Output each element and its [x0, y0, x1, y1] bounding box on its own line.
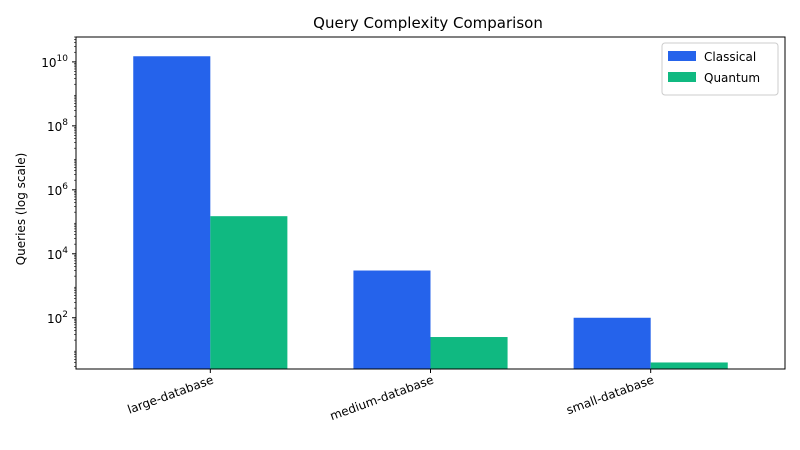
y-tick-label: 106 [47, 182, 68, 198]
legend-label-quantum: Quantum [704, 71, 760, 85]
y-axis-label: Queries (log scale) [14, 153, 28, 266]
y-tick-label: 102 [47, 310, 68, 326]
legend-swatch-classical [668, 51, 696, 61]
y-axis-ticks: 102 104 106 108 1010 [41, 36, 76, 367]
x-axis-ticks: large-database medium-database small-datab… [126, 369, 656, 423]
bar-quantum-small-database [650, 362, 728, 369]
x-tick-label: medium-database [328, 373, 435, 424]
y-tick-label: 104 [47, 246, 68, 262]
x-tick-label: large-database [126, 373, 216, 417]
bar-quantum-medium-database [430, 337, 508, 369]
x-tick-label: small-database [565, 373, 656, 418]
bars-group [133, 56, 728, 369]
y-tick-label: 1010 [41, 54, 68, 70]
bar-classical-medium-database [353, 270, 431, 369]
plot-frame [75, 36, 786, 370]
legend: Classical Quantum [661, 42, 779, 96]
y-tick-label: 108 [47, 118, 68, 134]
bar-classical-large-database [133, 56, 211, 369]
chart-title: Query Complexity Comparison [313, 14, 543, 32]
legend-label-classical: Classical [704, 50, 756, 64]
legend-swatch-quantum [668, 72, 696, 82]
bar-quantum-large-database [210, 216, 288, 369]
bar-classical-small-database [573, 317, 651, 369]
